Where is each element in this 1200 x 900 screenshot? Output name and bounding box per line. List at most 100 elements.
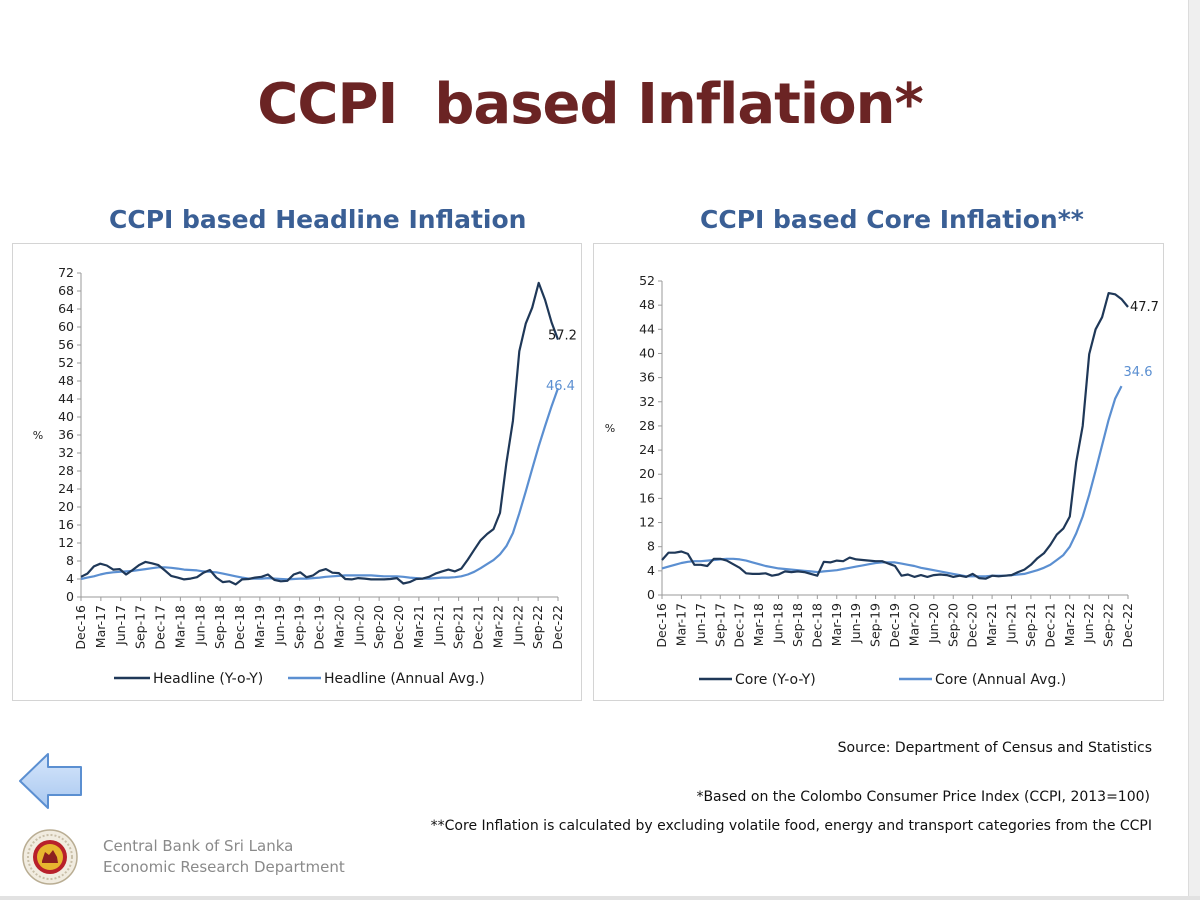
x-tick-label: Sep-17 — [712, 603, 727, 647]
x-tick-label: Dec-21 — [471, 605, 486, 650]
x-tick-label: Mar-22 — [1062, 603, 1077, 646]
y-tick-label: 20 — [639, 466, 655, 481]
x-tick-label: Dec-17 — [732, 603, 747, 648]
y-tick-label: 4 — [66, 571, 74, 586]
x-tick-label: Sep-18 — [212, 605, 227, 649]
x-tick-label: Jun-20 — [926, 603, 941, 644]
x-tick-label: Dec-18 — [809, 603, 824, 648]
y-tick-label: 28 — [639, 418, 655, 433]
core-inflation-chart: 0 4 8 12 16 20 24 28 32 36 40 44 48 52% Dec-16 Mar-17 Ju… — [593, 243, 1164, 701]
x-tick-label: Mar-17 — [673, 603, 688, 646]
x-tick-label: Jun-22 — [1081, 603, 1096, 644]
central-bank-seal-icon — [20, 828, 80, 890]
ccpi-footnote: *Based on the Colombo Consumer Price Ind… — [696, 789, 1150, 805]
y-tick-label: 16 — [639, 490, 655, 505]
y-tick-label: 24 — [639, 442, 655, 457]
x-tick-label: Mar-20 — [906, 603, 921, 646]
org-name: Central Bank of Sri Lanka — [103, 837, 294, 855]
x-tick-label: Dec-22 — [1120, 603, 1135, 648]
x-tick-label: Sep-22 — [530, 605, 545, 649]
x-tick-label: Sep-20 — [945, 603, 960, 647]
x-tick-label: Sep-21 — [451, 605, 466, 649]
x-tick-label: Dec-18 — [232, 605, 247, 650]
y-tick-label: 0 — [647, 587, 655, 602]
y-axis-label: % — [605, 422, 615, 435]
x-tick-label: Jun-21 — [1004, 603, 1019, 644]
y-tick-label: 44 — [58, 391, 74, 406]
y-tick-label: 8 — [66, 553, 74, 568]
y-tick-label: 48 — [639, 297, 655, 312]
annual-avg-series-line — [80, 387, 560, 581]
x-tick-label: Sep-21 — [1023, 603, 1038, 647]
y-tick-label: 64 — [58, 301, 74, 316]
annual-avg-series-line — [661, 385, 1123, 578]
x-tick-label: Jun-20 — [351, 605, 366, 646]
y-tick-label: 52 — [639, 273, 655, 288]
window-scroll-edge — [1188, 0, 1200, 900]
y-tick-label: 68 — [58, 283, 74, 298]
y-tick-label: 56 — [58, 337, 74, 352]
yoy-series-line — [661, 291, 1129, 580]
x-tick-label: Dec-20 — [391, 605, 406, 650]
x-tick-label: Jun-18 — [192, 605, 207, 646]
slide-title: CCPI based Inflation* — [257, 72, 923, 137]
y-axis-label: % — [33, 429, 43, 442]
y-tick-label: 32 — [58, 445, 74, 460]
y-tick-label: 32 — [639, 394, 655, 409]
x-tick-label: Sep-19 — [292, 605, 307, 649]
x-tick-label: Mar-20 — [331, 605, 346, 648]
x-tick-label: Dec-20 — [965, 603, 980, 648]
y-tick-label: 36 — [639, 370, 655, 385]
core-panel-title: CCPI based Core Inflation** — [700, 205, 1084, 234]
annual-avg-end-data-label: 46.4 — [546, 379, 575, 394]
y-tick-label: 36 — [58, 427, 74, 442]
y-tick-label: 52 — [58, 355, 74, 370]
x-tick-label: Jun-18 — [771, 603, 786, 644]
x-tick-label: Jun-21 — [431, 605, 446, 646]
source-note: Source: Department of Census and Statist… — [837, 740, 1152, 756]
x-tick-label: Mar-18 — [751, 603, 766, 646]
x-tick-label: Sep-19 — [868, 603, 883, 647]
y-tick-label: 40 — [639, 345, 655, 360]
y-tick-label: 8 — [647, 539, 655, 554]
x-tick-label: Dec-22 — [550, 605, 565, 650]
x-tick-label: Dec-19 — [887, 603, 902, 648]
legend-label: Headline (Y-o-Y) — [153, 671, 263, 687]
y-tick-label: 40 — [58, 409, 74, 424]
x-tick-label: Mar-17 — [93, 605, 108, 648]
core-inflation-footnote: **Core Inflation is calculated by exclud… — [430, 818, 1152, 834]
yoy-series-line — [80, 281, 560, 586]
chart-svg: 04812162024283236404448525660646872%Dec-… — [33, 265, 577, 687]
x-tick-label: Sep-17 — [133, 605, 148, 649]
window-bottom-edge — [0, 896, 1200, 900]
x-tick-label: Mar-19 — [252, 605, 267, 648]
x-tick-label: Jun-19 — [848, 603, 863, 644]
x-tick-label: Sep-20 — [371, 605, 386, 649]
y-tick-label: 60 — [58, 319, 74, 334]
x-tick-label: Dec-16 — [73, 605, 88, 650]
x-tick-label: Jun-17 — [113, 605, 128, 646]
y-tick-label: 0 — [66, 589, 74, 604]
x-tick-label: Dec-17 — [153, 605, 168, 650]
y-tick-label: 72 — [58, 265, 74, 280]
x-tick-label: Dec-16 — [654, 603, 669, 648]
y-tick-label: 12 — [639, 515, 655, 530]
x-tick-label: Sep-22 — [1101, 603, 1116, 647]
legend-label: Core (Annual Avg.) — [935, 672, 1066, 688]
y-tick-label: 12 — [58, 535, 74, 550]
legend-label: Core (Y-o-Y) — [735, 672, 816, 688]
headline-panel-title: CCPI based Headline Inflation — [109, 205, 527, 234]
y-tick-label: 48 — [58, 373, 74, 388]
y-tick-label: 28 — [58, 463, 74, 478]
yoy-end-data-label: 47.7 — [1130, 300, 1159, 315]
department-name: Economic Research Department — [103, 858, 345, 876]
x-tick-label: Jun-19 — [272, 605, 287, 646]
y-tick-label: 4 — [647, 563, 655, 578]
x-tick-label: Sep-18 — [790, 603, 805, 647]
x-tick-label: Mar-21 — [411, 605, 426, 648]
x-tick-label: Dec-21 — [1042, 603, 1057, 648]
x-tick-label: Jun-17 — [693, 603, 708, 644]
legend-label: Headline (Annual Avg.) — [324, 671, 485, 687]
left-arrow-icon[interactable] — [18, 752, 84, 814]
